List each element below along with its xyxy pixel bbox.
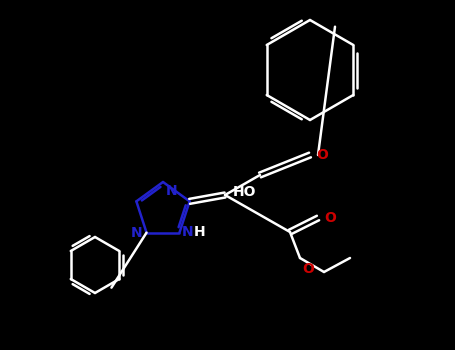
- Text: HO: HO: [233, 185, 257, 199]
- Text: N: N: [182, 225, 193, 239]
- Text: O: O: [302, 262, 314, 276]
- Text: O: O: [324, 211, 336, 225]
- Text: H: H: [193, 225, 205, 239]
- Text: N: N: [166, 184, 177, 198]
- Text: O: O: [316, 148, 328, 162]
- Text: N: N: [131, 226, 142, 240]
